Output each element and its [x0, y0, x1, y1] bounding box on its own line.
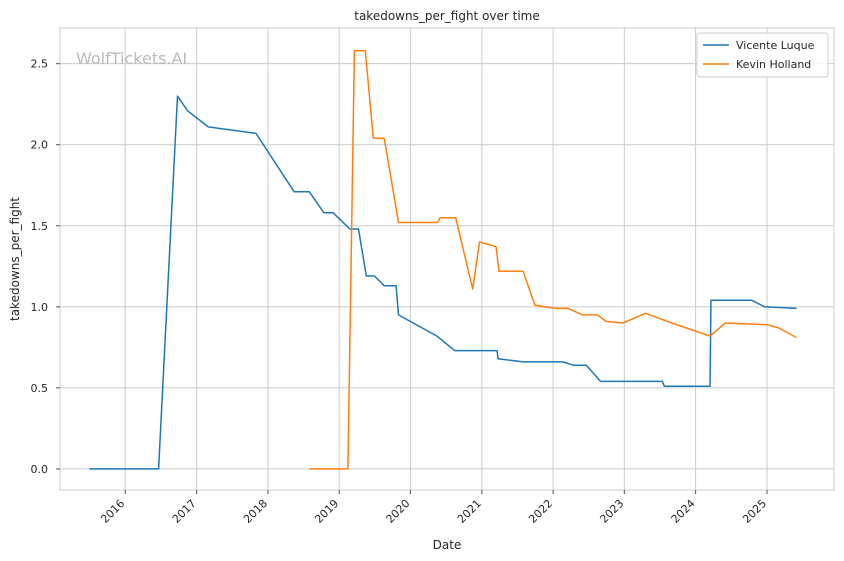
- y-tick-label: 0.5: [31, 382, 49, 395]
- x-tick-label: 2019: [312, 497, 341, 526]
- series-lines: [89, 49, 797, 470]
- x-axis-ticks: 2016 2017 2018 2019 2020 2021 2022 2023 2024 2025: [98, 490, 769, 526]
- x-tick-label: 2017: [170, 497, 199, 526]
- y-tick-label: 2.5: [31, 58, 49, 71]
- x-tick-label: 2016: [98, 497, 127, 526]
- x-axis-label: Date: [433, 538, 462, 552]
- x-tick-label: 2022: [526, 497, 555, 526]
- y-tick-label: 2.0: [31, 139, 49, 152]
- y-tick-label: 1.0: [31, 301, 49, 314]
- x-tick-label: 2025: [740, 497, 769, 526]
- y-tick-label: 1.5: [31, 220, 49, 233]
- watermark: WolfTickets.AI: [76, 49, 187, 68]
- y-axis-ticks: 0.0 0.5 1.0 1.5 2.0 2.5: [31, 58, 60, 476]
- legend-label-vicente-luque: Vicente Luque: [736, 39, 815, 52]
- y-axis-label: takedowns_per_fight: [8, 197, 22, 321]
- plot-frame: [59, 27, 835, 491]
- series-line-vicente-luque: [89, 95, 797, 470]
- legend: Vicente Luque Kevin Holland: [696, 32, 829, 78]
- legend-label-kevin-holland: Kevin Holland: [736, 58, 811, 71]
- x-tick-label: 2020: [384, 497, 413, 526]
- x-tick-label: 2024: [669, 497, 698, 526]
- chart-title: takedowns_per_fight over time: [354, 9, 540, 23]
- x-tick-label: 2021: [455, 497, 484, 526]
- x-tick-label: 2018: [241, 497, 270, 526]
- y-tick-label: 0.0: [31, 463, 49, 476]
- series-line-kevin-holland: [309, 49, 797, 470]
- grid: [60, 28, 834, 490]
- legend-box: [696, 32, 829, 78]
- x-tick-label: 2023: [597, 497, 626, 526]
